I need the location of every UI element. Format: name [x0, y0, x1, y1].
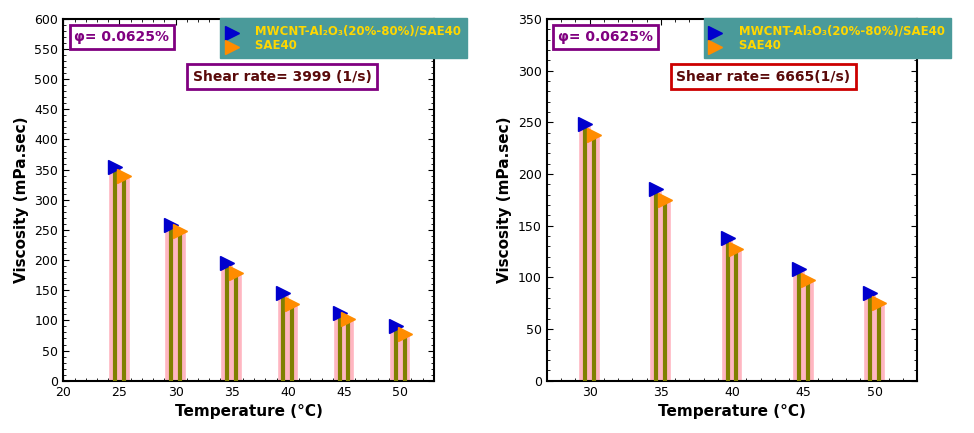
X-axis label: Temperature (°C): Temperature (°C): [658, 404, 805, 419]
Text: MWCNT-Al₂O₃(20%-80%)/SAE40
       SAE40: MWCNT-Al₂O₃(20%-80%)/SAE40 SAE40: [226, 24, 462, 52]
Text: φ= 0.0625%: φ= 0.0625%: [558, 30, 653, 44]
Y-axis label: Viscosity (mPa.sec): Viscosity (mPa.sec): [14, 116, 29, 283]
X-axis label: Temperature (°C): Temperature (°C): [174, 404, 322, 419]
Text: φ= 0.0625%: φ= 0.0625%: [74, 30, 169, 44]
Y-axis label: Viscosity (mPa.sec): Viscosity (mPa.sec): [498, 116, 512, 283]
Text: Shear rate= 6665(1/s): Shear rate= 6665(1/s): [676, 70, 850, 84]
Text: Shear rate= 3999 (1/s): Shear rate= 3999 (1/s): [193, 70, 372, 84]
Text: MWCNT-Al₂O₃(20%-80%)/SAE40
       SAE40: MWCNT-Al₂O₃(20%-80%)/SAE40 SAE40: [710, 24, 945, 52]
